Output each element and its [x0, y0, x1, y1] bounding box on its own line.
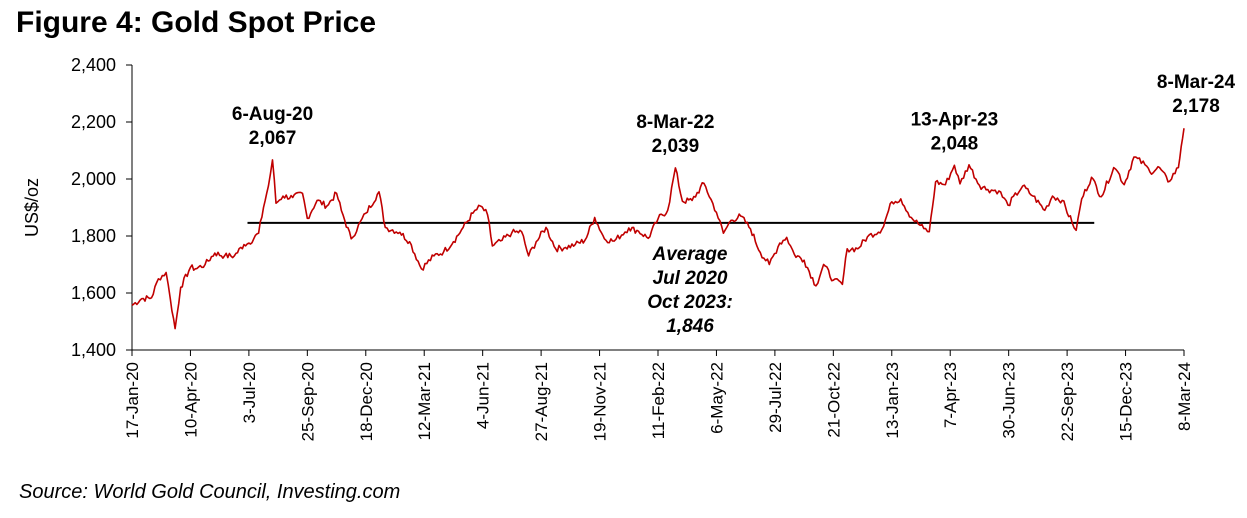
annotation-date-label: 6-Aug-20: [232, 104, 313, 125]
y-tick-label: 2,400: [71, 55, 116, 75]
y-tick-label: 2,200: [71, 112, 116, 132]
average-annotation-line: 1,846: [666, 316, 714, 337]
x-tick-label: 8-Mar-24: [1175, 362, 1194, 431]
x-tick-label: 3-Jul-20: [240, 362, 259, 423]
chart-title: Figure 4: Gold Spot Price: [16, 6, 377, 39]
annotations-group: 6-Aug-20 2,067 8-Mar-22 2,039 13-Apr-23 2,048…: [232, 72, 1236, 337]
annotation-value-label: 2,039: [652, 136, 700, 157]
y-tick-label: 2,000: [71, 169, 116, 189]
x-tick-label: 13-Jan-23: [883, 362, 902, 439]
annotation-date-label: 8-Mar-24: [1157, 72, 1236, 93]
annotation-value-label: 2,178: [1172, 96, 1220, 117]
series-group: [131, 128, 1185, 330]
y-tick-label: 1,800: [71, 226, 116, 246]
average-annotation-line: Average: [652, 244, 728, 265]
x-tick-label: 10-Apr-20: [181, 362, 200, 438]
x-tick-label: 4-Jun-21: [474, 362, 493, 429]
x-tick-label: 11-Feb-22: [649, 362, 668, 439]
y-axis-title: US$/oz: [22, 178, 42, 237]
x-axis: 17-Jan-20 10-Apr-20 3-Jul-20 25-Sep-20 18-De…: [123, 349, 1194, 441]
x-tick-label: 12-Mar-21: [415, 362, 434, 440]
y-axis: 1,400 1,600 1,800 2,000 2,200 2,400 US$/oz: [22, 55, 133, 360]
x-tick-label: 15-Dec-23: [1117, 362, 1136, 441]
x-tick-label: 25-Sep-20: [298, 362, 317, 441]
annotation-value-label: 2,067: [249, 128, 297, 149]
x-tick-label: 27-Aug-21: [532, 362, 551, 441]
x-tick-label: 6-May-22: [707, 362, 726, 434]
x-tick-label: 7-Apr-23: [941, 362, 960, 428]
y-tick-label: 1,400: [71, 340, 116, 360]
series-line-gold-price: [131, 128, 1185, 330]
x-tick-label: 17-Jan-20: [123, 362, 142, 439]
x-tick-label: 21-Oct-22: [824, 362, 843, 438]
average-annotation-line: Jul 2020: [653, 268, 728, 289]
annotation-date-label: 13-Apr-23: [911, 109, 999, 130]
x-tick-label: 30-Jun-23: [1000, 362, 1019, 439]
annotation-date-label: 8-Mar-22: [636, 112, 714, 133]
average-annotation-line: Oct 2023:: [647, 292, 733, 313]
chart-source: Source: World Gold Council, Investing.co…: [19, 481, 401, 503]
annotation-value-label: 2,048: [931, 133, 979, 154]
x-tick-label: 19-Nov-21: [591, 362, 610, 441]
y-tick-label: 1,600: [71, 283, 116, 303]
x-tick-label: 22-Sep-23: [1058, 362, 1077, 441]
x-tick-label: 18-Dec-20: [357, 362, 376, 441]
x-tick-label: 29-Jul-22: [766, 362, 785, 433]
